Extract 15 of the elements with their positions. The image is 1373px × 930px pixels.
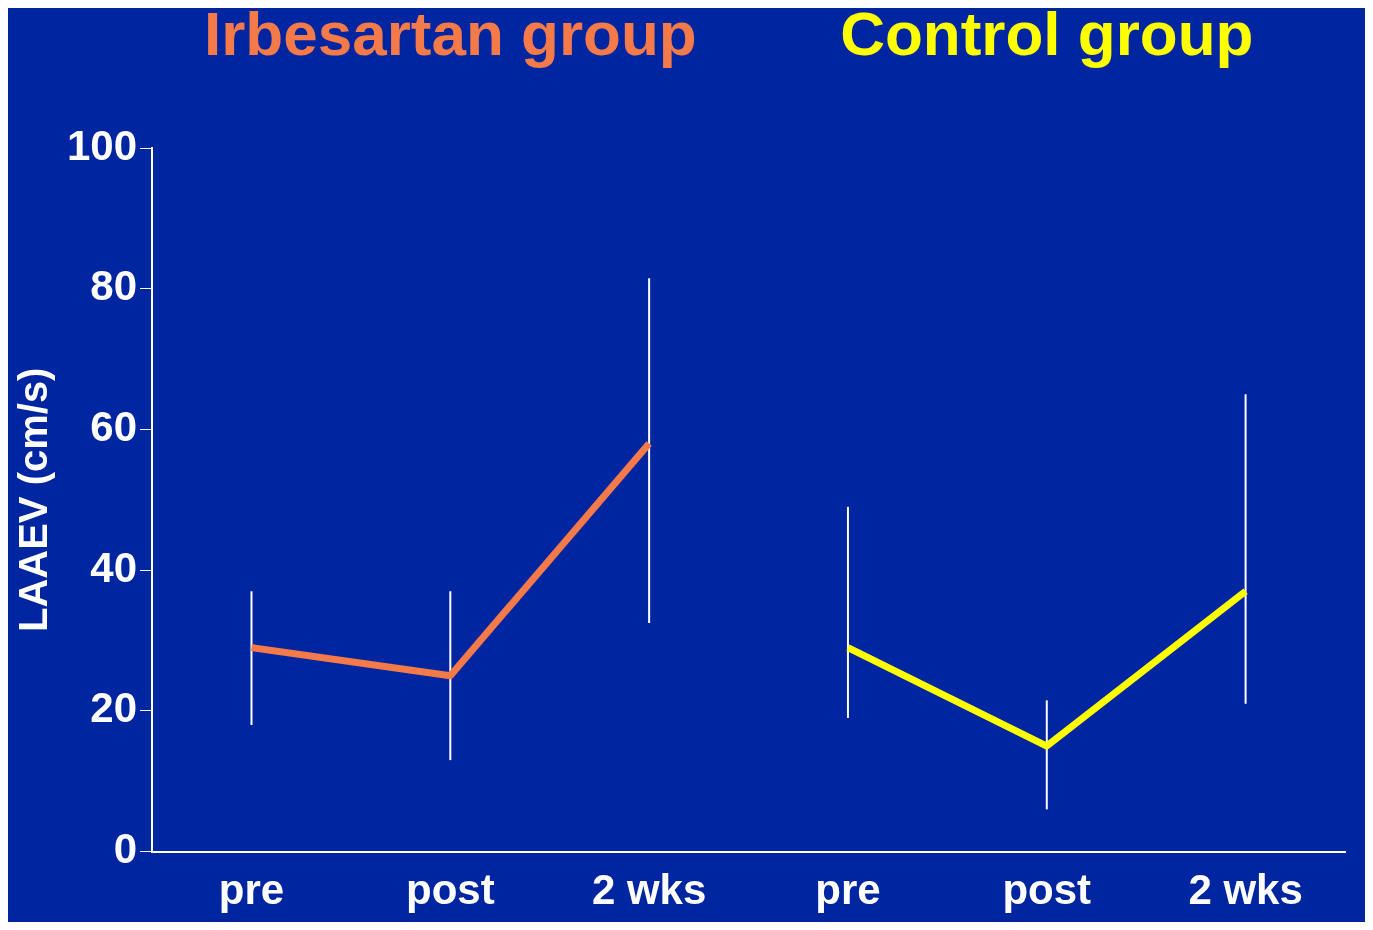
- x-tick-label: pre: [815, 866, 881, 914]
- text: Irbesartan group: [203, 0, 697, 69]
- x-tick-label: 2 wks: [1188, 866, 1303, 914]
- y-tick-label: 20: [90, 684, 138, 732]
- y-tick-label: 40: [90, 543, 138, 591]
- y-tick-label: 100: [67, 121, 138, 169]
- text: Control group: [840, 0, 1254, 69]
- y-axis-title: LAAEV (cm/s): [11, 367, 56, 633]
- x-tick-label: pre: [218, 866, 285, 914]
- x-tick-label: 2 wks: [591, 866, 707, 914]
- y-tick-label: 80: [90, 262, 138, 310]
- x-tick-label: post: [1002, 866, 1092, 914]
- y-tick-label: 0: [113, 825, 138, 873]
- x-tick-label: post: [405, 866, 495, 914]
- y-tick-label: 60: [90, 403, 138, 451]
